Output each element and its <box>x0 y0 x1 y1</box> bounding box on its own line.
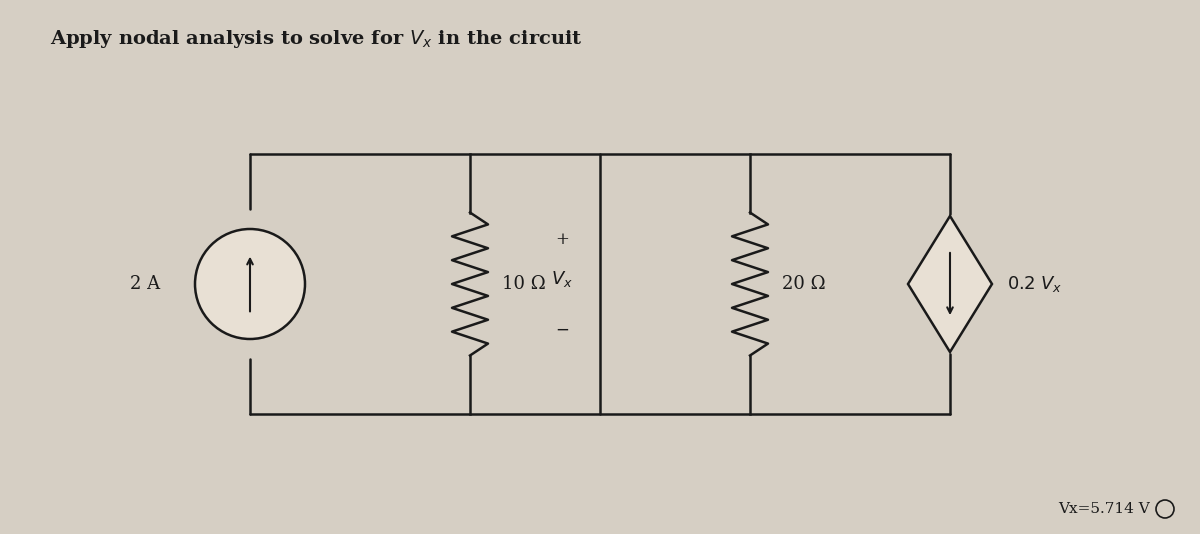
Text: $-$: $-$ <box>554 320 569 337</box>
Polygon shape <box>908 216 992 352</box>
Text: $0.2\ V_x$: $0.2\ V_x$ <box>1007 274 1062 294</box>
Text: 20 Ω: 20 Ω <box>782 275 826 293</box>
Circle shape <box>194 229 305 339</box>
Text: $V_x$: $V_x$ <box>551 269 572 289</box>
Text: 10 Ω: 10 Ω <box>502 275 546 293</box>
Text: 2 A: 2 A <box>130 275 160 293</box>
Text: +: + <box>556 231 569 247</box>
Text: Apply nodal analysis to solve for $V_x$ in the circuit: Apply nodal analysis to solve for $V_x$ … <box>50 28 583 50</box>
Text: Vx=5.714 V: Vx=5.714 V <box>1058 502 1150 516</box>
